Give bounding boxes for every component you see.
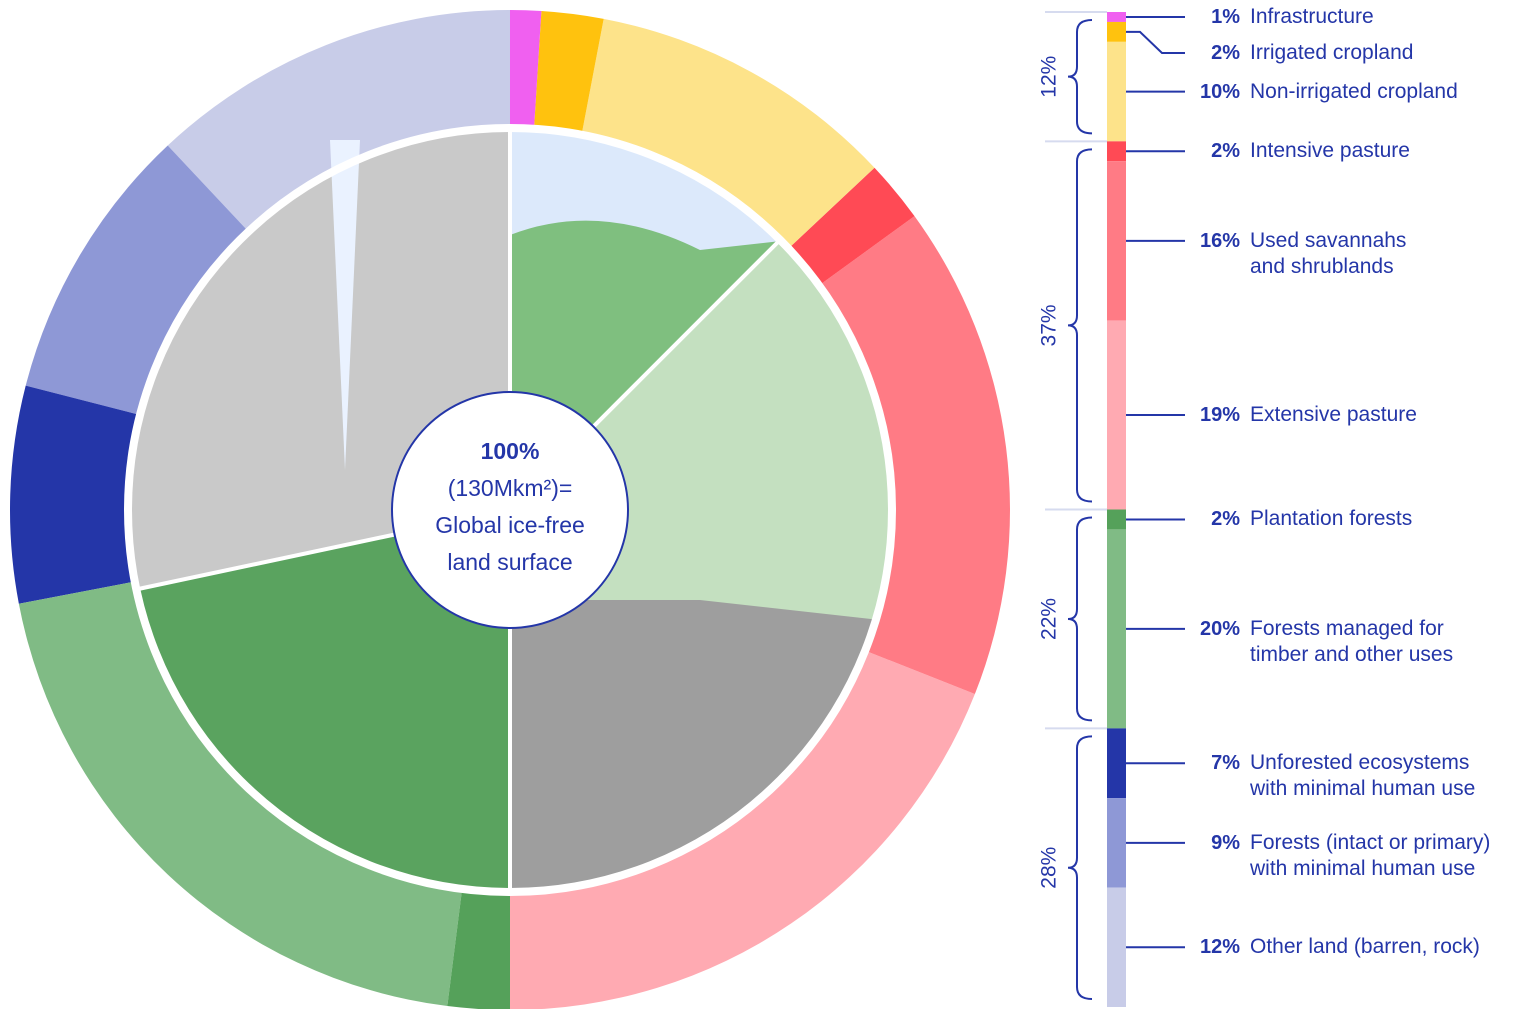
ring-segment [789, 167, 915, 285]
ring-segment [510, 651, 975, 1009]
waterfall [330, 140, 360, 470]
value-label: 7% [1211, 752, 1240, 775]
ring-segment [534, 10, 604, 133]
center-text: 100% [481, 438, 540, 464]
category-label: Intensive pasture [1250, 139, 1410, 163]
center-text: (130Mkm²)= [448, 475, 573, 501]
herd [510, 600, 880, 891]
bar-segment [1107, 529, 1126, 729]
group-bracket [1067, 148, 1093, 503]
value-label: 2% [1211, 508, 1240, 531]
category-label: Other land (barren, rock) [1250, 935, 1480, 959]
value-label: 19% [1199, 403, 1240, 426]
bar-segment [1107, 141, 1126, 162]
group-bracket [1067, 735, 1093, 1000]
ring-segment [581, 18, 875, 248]
category-label: Extensive pasture [1250, 402, 1417, 426]
bar-segment [1107, 887, 1126, 1007]
value-label: 2% [1211, 140, 1240, 163]
illustration [124, 124, 896, 896]
leader-line [1126, 30, 1185, 54]
value-label: 10% [1199, 80, 1240, 103]
value-label: 16% [1199, 229, 1240, 252]
bar-segment [1107, 509, 1126, 530]
category-label: Forests managed for timber and other use… [1250, 616, 1454, 666]
group-bracket [1067, 516, 1093, 722]
value-label: 20% [1199, 617, 1240, 640]
bar-segment [1107, 728, 1126, 799]
ring-segment [9, 385, 139, 604]
bar-segment [1107, 41, 1126, 142]
category-label: Forests (intact or primary) with minimal… [1250, 830, 1491, 880]
ring-segment [25, 145, 248, 415]
category-label: Unforested ecosystems with minimal human… [1250, 751, 1476, 801]
group-label: 22% [1038, 598, 1061, 640]
center-text: Global ice-free [435, 512, 585, 538]
value-label: 12% [1199, 936, 1240, 959]
forest-scene [138, 510, 511, 890]
center-text: land surface [447, 549, 572, 575]
value-label: 1% [1211, 5, 1240, 28]
sky [510, 130, 779, 250]
category-label: Plantation forests [1250, 507, 1413, 531]
bar-segment [1107, 798, 1126, 888]
bar-segment [1107, 12, 1126, 22]
ring-segment [18, 581, 462, 1007]
category-label: Infrastructure [1250, 4, 1374, 28]
ring-segment [167, 10, 510, 231]
category-label: Non-irrigated cropland [1250, 79, 1458, 103]
ring-segment [510, 10, 542, 127]
group-label: 28% [1038, 847, 1061, 889]
bar-segment [1107, 21, 1126, 42]
bar-segment [1107, 320, 1126, 510]
inner-border [124, 124, 896, 896]
center-circle [391, 391, 629, 629]
ring-segment [820, 216, 1011, 695]
bar-segment [1107, 161, 1126, 321]
group-label: 37% [1038, 304, 1061, 346]
value-label: 9% [1211, 831, 1240, 854]
category-label: Irrigated cropland [1250, 40, 1414, 64]
ring-segment [447, 890, 510, 1009]
category-label: Used savannahs and shrublands [1250, 228, 1407, 278]
value-label: 2% [1211, 41, 1240, 64]
group-bracket [1067, 19, 1093, 135]
group-label: 12% [1038, 56, 1061, 98]
